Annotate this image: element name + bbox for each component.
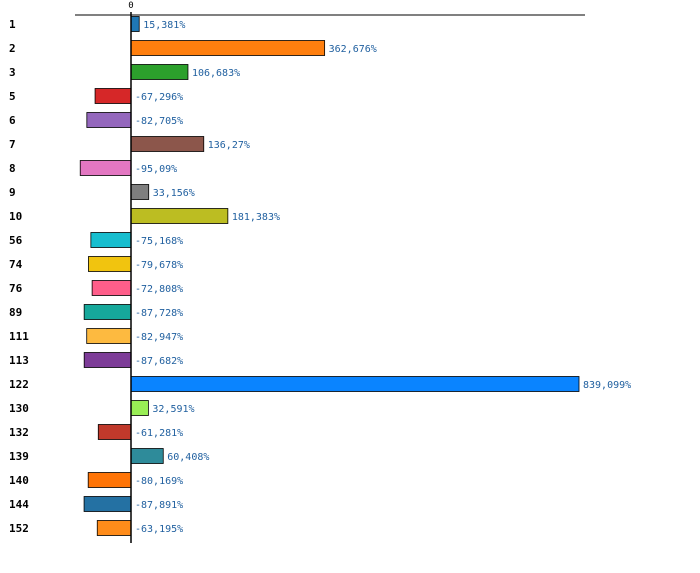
value-label: -72,808% (135, 284, 183, 295)
category-label: 140 (9, 474, 29, 487)
bar (130, 400, 149, 416)
bar (86, 328, 132, 344)
x-tick-label-zero: 0 (128, 1, 133, 11)
value-label: -63,195% (135, 524, 183, 535)
value-label: 181,383% (232, 212, 280, 223)
bar (130, 376, 580, 392)
value-label: -75,168% (135, 236, 183, 247)
category-label: 89 (9, 306, 22, 319)
value-label: -87,891% (135, 500, 183, 511)
bars-layer: 1 15,381% 2 362,676% 3 106,683% 5 -67,296% 6 -82,… (9, 16, 631, 536)
bar (87, 472, 132, 488)
value-label: -61,281% (135, 428, 183, 439)
value-label: 33,156% (153, 188, 195, 199)
category-label: 74 (9, 258, 23, 271)
category-label: 76 (9, 282, 23, 295)
value-label: 32,591% (152, 404, 194, 415)
category-label: 144 (9, 498, 29, 511)
value-label: 362,676% (329, 44, 377, 55)
value-label: -87,682% (135, 356, 183, 367)
value-label: 106,683% (192, 68, 240, 79)
value-label: -80,169% (135, 476, 183, 487)
category-label: 3 (9, 66, 16, 79)
category-label: 111 (9, 330, 29, 343)
category-label: 10 (9, 210, 22, 223)
category-label: 139 (9, 450, 29, 463)
bar (130, 184, 150, 200)
bar (83, 352, 132, 368)
bar (90, 232, 132, 248)
bar (86, 112, 132, 128)
category-label: 5 (9, 90, 16, 103)
bar (79, 160, 132, 176)
value-label: -95,09% (135, 164, 177, 175)
category-label: 132 (9, 426, 29, 439)
bar (97, 424, 132, 440)
category-label: 130 (9, 402, 29, 415)
value-label: 839,099% (583, 380, 631, 391)
value-label: -82,947% (135, 332, 183, 343)
value-label: 60,408% (167, 452, 209, 463)
category-label: 7 (9, 138, 16, 151)
category-label: 9 (9, 186, 16, 199)
bar (88, 256, 132, 272)
category-label: 113 (9, 354, 29, 367)
category-label: 6 (9, 114, 16, 127)
value-label: 15,381% (143, 20, 185, 31)
category-label: 56 (9, 234, 23, 247)
category-label: 122 (9, 378, 29, 391)
value-label: -82,705% (135, 116, 183, 127)
value-label: -79,678% (135, 260, 183, 271)
category-label: 1 (9, 18, 16, 31)
bar (130, 40, 326, 56)
bar (83, 496, 132, 512)
value-label: -87,728% (135, 308, 183, 319)
bar (130, 448, 164, 464)
bar (91, 280, 132, 296)
value-label: 136,27% (208, 140, 250, 151)
category-label: 152 (9, 522, 29, 535)
category-label: 2 (9, 42, 16, 55)
bar (130, 64, 189, 80)
value-label: -67,296% (135, 92, 183, 103)
category-label: 8 (9, 162, 16, 175)
bar (130, 208, 229, 224)
bar (130, 16, 140, 32)
bar (83, 304, 132, 320)
bar (96, 520, 132, 536)
bar (130, 136, 205, 152)
bar (94, 88, 132, 104)
